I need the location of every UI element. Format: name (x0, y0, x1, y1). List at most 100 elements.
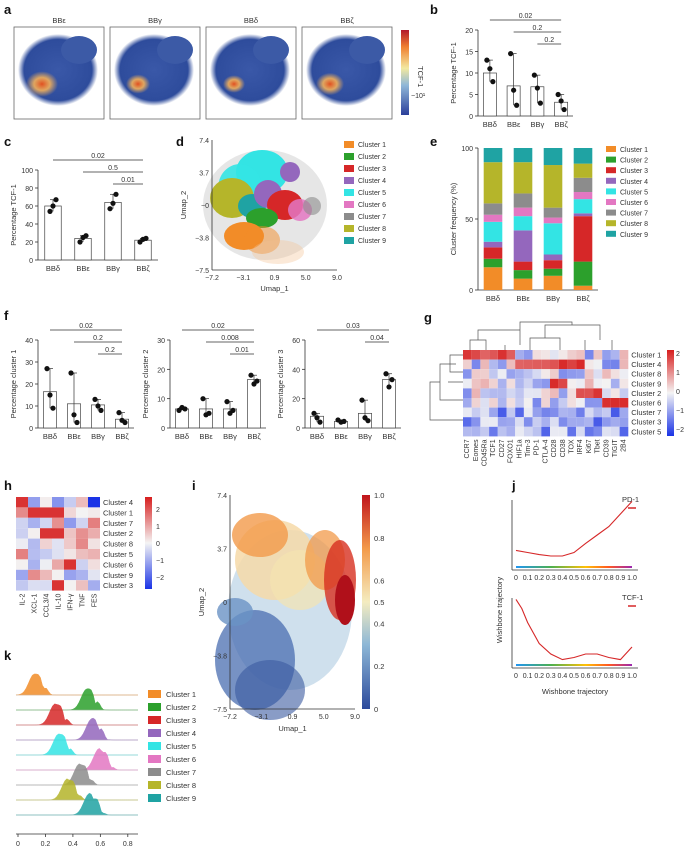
heatmap-cell (471, 417, 481, 427)
heatmap-col-label: Tbet (595, 439, 602, 453)
heatmap-cell (64, 559, 76, 570)
x-tick-label: 5.0 (319, 714, 329, 721)
data-point (487, 66, 493, 72)
heatmap-cell (52, 569, 64, 581)
y-tick-label: 10 (25, 404, 33, 411)
data-point (254, 378, 260, 384)
heatmap-cell (576, 378, 585, 389)
x-tick-label: 0.9 (616, 575, 626, 582)
stack-segment (483, 241, 503, 248)
heatmap-cell (558, 350, 568, 360)
legend-label: Cluster 7 (620, 211, 648, 218)
trajectory-curve (515, 599, 633, 661)
heatmap-cell (40, 528, 52, 539)
legend-label: Cluster 8 (358, 226, 386, 233)
heatmap-cell (584, 378, 594, 389)
heatmap-cell (541, 350, 550, 360)
panel-a-hotspot (223, 75, 245, 93)
legend-swatch (606, 167, 616, 174)
legend-label: Cluster 6 (620, 200, 648, 207)
heatmap-cell (619, 378, 629, 389)
x-tick-label: BBδ (486, 294, 500, 303)
heatmap-cell (463, 359, 472, 370)
heatmap-cell (28, 559, 40, 570)
heatmap-cell (567, 369, 577, 379)
heatmap-cell (619, 369, 629, 379)
heatmap-col-label: IFN-γ (67, 593, 74, 611)
heatmap-cell (515, 398, 524, 408)
x-tick-label: 0.9 (616, 673, 626, 680)
stack-segment (483, 148, 503, 163)
heatmap-cell (541, 398, 550, 408)
panel-a-title: BBε (52, 16, 66, 25)
heatmap-cell (602, 398, 611, 408)
heatmap-cell (567, 426, 577, 437)
heatmap-cell (480, 378, 490, 389)
panel-d-points (203, 150, 327, 264)
heatmap-cell (550, 359, 559, 370)
heatmap-cell (593, 417, 603, 427)
bar (134, 239, 152, 261)
legend-swatch (148, 781, 161, 789)
bar (104, 202, 122, 261)
y-tick-label: 15 (465, 50, 473, 57)
ridge-density (16, 717, 138, 741)
heatmap-cell (567, 407, 577, 418)
panel-a-colorbar-label: TCF-1 (416, 66, 425, 87)
y-tick-label: 5 (469, 93, 473, 100)
heatmap-cell (523, 407, 533, 418)
data-point (484, 57, 490, 63)
panel-label-h: h (4, 478, 12, 493)
x-tick-label: 0.2 (534, 673, 544, 680)
heatmap-cell (16, 528, 28, 539)
x-tick-label: 0.5 (569, 575, 579, 582)
y-tick-label: 40 (25, 338, 33, 345)
y-tick-label: 3.7 (217, 547, 227, 554)
y-tick-label: 30 (25, 360, 33, 367)
y-axis-label: Umap_2 (179, 191, 188, 219)
panel-a-frame (301, 26, 393, 120)
heatmap-col-label: CCR7 (464, 439, 471, 458)
panel-a-title: BBδ (244, 16, 258, 25)
panel-i-colorbar-label: 0.8 (374, 534, 384, 543)
legend-swatch (148, 794, 161, 802)
heatmap-cell (463, 369, 472, 379)
data-point (47, 208, 53, 214)
legend-swatch (344, 225, 354, 232)
heatmap-col-label: CD38 (560, 439, 567, 457)
heatmap-cell (88, 517, 100, 529)
sig-label: 0.5 (108, 165, 118, 172)
heatmap-cell (497, 388, 507, 398)
stack-segment (513, 261, 533, 271)
y-tick-label: 0 (29, 258, 33, 265)
heatmap-cell (532, 359, 542, 370)
x-tick-label: −3.1 (254, 714, 268, 721)
heatmap-cell (523, 359, 533, 370)
heatmap-cell (28, 549, 40, 560)
x-tick-label: 0.9 (270, 275, 280, 282)
legend-swatch (344, 201, 354, 208)
panel-i-colorbar-label: 1.0 (374, 491, 384, 500)
y-tick-label: −7.5 (213, 707, 227, 714)
heatmap-cell (76, 549, 88, 560)
panel-i-colorbar-label: 0.6 (374, 577, 384, 586)
legend-label: Cluster 6 (166, 755, 196, 764)
heatmap-cell (541, 407, 550, 418)
panel-label-g: g (424, 310, 432, 325)
heatmap-cell (489, 369, 498, 379)
heatmap-cell (593, 388, 603, 398)
x-tick-label: 1.0 (627, 575, 637, 582)
heatmap-cell (506, 407, 516, 418)
data-point (53, 197, 59, 203)
panel-a-colorbar-tick: −10¹ (411, 93, 426, 100)
heatmap-cell (463, 378, 472, 389)
data-point (248, 372, 254, 378)
panel-a-title: BBγ (148, 16, 162, 25)
legend-label: Cluster 9 (166, 794, 196, 803)
x-tick-label: BBδ (43, 432, 57, 441)
heatmap-scale-label: −1 (156, 558, 164, 565)
heatmap-cell (515, 369, 524, 379)
stack-segment (543, 260, 563, 269)
heatmap-cell (480, 426, 490, 437)
data-point (182, 406, 188, 412)
